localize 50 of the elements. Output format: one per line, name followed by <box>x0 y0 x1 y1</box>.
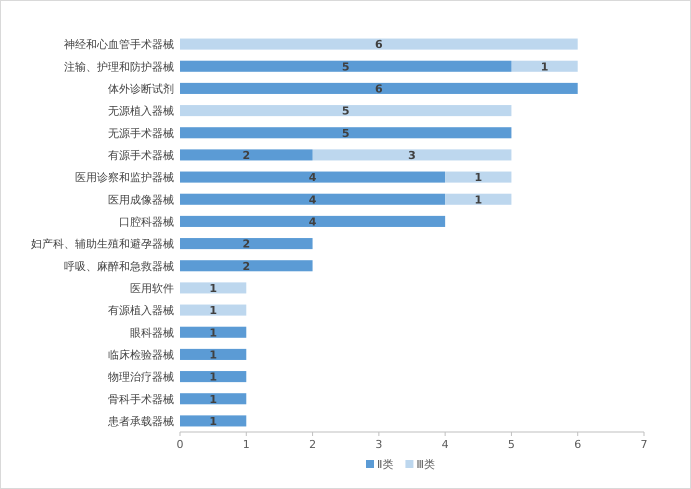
y-tick-label: 无源植入器械 <box>108 104 174 118</box>
data-label: 5 <box>342 104 350 118</box>
y-tick-label: 无源手术器械 <box>108 126 174 140</box>
data-label: 1 <box>209 282 217 295</box>
x-tick-label: 4 <box>442 438 449 451</box>
data-label: 4 <box>308 215 317 228</box>
y-tick-label: 医用诊察和监护器械 <box>75 171 174 184</box>
y-tick-label: 骨科手术器械 <box>108 392 174 406</box>
x-tick-label: 7 <box>640 438 648 451</box>
data-label: 3 <box>408 148 416 162</box>
x-tick-label: 3 <box>375 438 382 451</box>
data-label: 1 <box>209 370 217 384</box>
y-tick-label: 体外诊断试剂 <box>108 82 174 96</box>
data-label: 1 <box>474 171 482 184</box>
y-tick-label: 临床检验器械 <box>108 348 174 362</box>
y-tick-label: 口腔科器械 <box>119 215 174 228</box>
y-tick-label: 注输、护理和防护器械 <box>64 60 174 74</box>
legend-label: Ⅲ类 <box>416 458 436 471</box>
x-tick-label: 1 <box>242 438 250 451</box>
y-tick-label: 有源手术器械 <box>108 148 174 162</box>
y-tick-label: 神经和心血管手术器械 <box>64 38 174 52</box>
y-tick-label: 患者承载器械 <box>107 414 174 428</box>
y-tick-label: 妇产科、辅助生殖和避孕器械 <box>31 238 174 251</box>
x-tick-label: 2 <box>309 438 316 451</box>
x-tick-label: 0 <box>176 438 184 451</box>
data-label: 4 <box>308 193 317 206</box>
data-label: 1 <box>209 348 217 362</box>
data-label: 1 <box>209 326 217 340</box>
data-label: 2 <box>242 238 250 251</box>
data-label: 4 <box>308 171 317 184</box>
y-tick-label: 物理治疗器械 <box>108 370 174 384</box>
data-label: 2 <box>242 148 250 162</box>
legend-label: Ⅱ类 <box>377 458 394 471</box>
data-label: 5 <box>342 60 350 74</box>
x-tick-label: 5 <box>508 438 515 451</box>
y-tick-label: 医用成像器械 <box>108 193 174 206</box>
data-label: 1 <box>209 392 217 406</box>
data-label: 1 <box>209 414 217 428</box>
x-tick-label: 6 <box>574 438 582 451</box>
data-label: 1 <box>474 193 482 206</box>
data-label: 1 <box>540 60 548 74</box>
data-label: 6 <box>375 82 384 96</box>
y-tick-label: 有源植入器械 <box>108 304 174 318</box>
data-label: 6 <box>375 38 384 52</box>
data-label: 2 <box>242 260 250 273</box>
data-label: 1 <box>209 304 217 318</box>
y-tick-label: 眼科器械 <box>130 326 174 340</box>
data-label: 5 <box>342 126 350 140</box>
y-tick-label: 医用软件 <box>130 282 174 295</box>
y-tick-label: 呼吸、麻醉和急救器械 <box>64 260 174 273</box>
